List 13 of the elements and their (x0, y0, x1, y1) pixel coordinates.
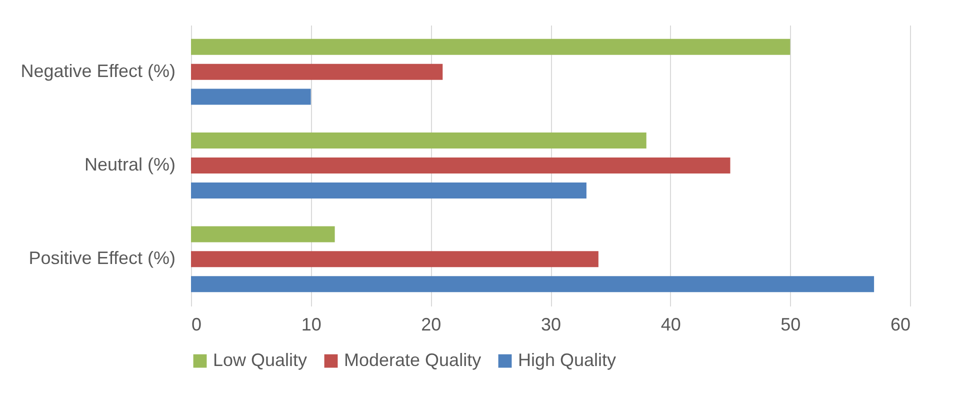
x-tick-label: 0 (192, 314, 202, 334)
legend-label: Moderate Quality (344, 350, 482, 370)
x-tick-label: 60 (890, 314, 910, 334)
y-tick-label: Positive Effect (%) (28, 248, 176, 268)
x-tick-label: 20 (421, 314, 442, 334)
x-tick-label: 10 (301, 314, 322, 334)
x-tick-label: 40 (660, 314, 681, 334)
y-tick-label: Neutral (%) (84, 154, 176, 174)
legend-label: High Quality (518, 350, 616, 370)
legend-label: Low Quality (213, 350, 308, 370)
x-tick-label: 30 (540, 314, 562, 334)
y-tick-label: Negative Effect (%) (20, 60, 176, 81)
x-tick-label: 50 (780, 314, 801, 334)
